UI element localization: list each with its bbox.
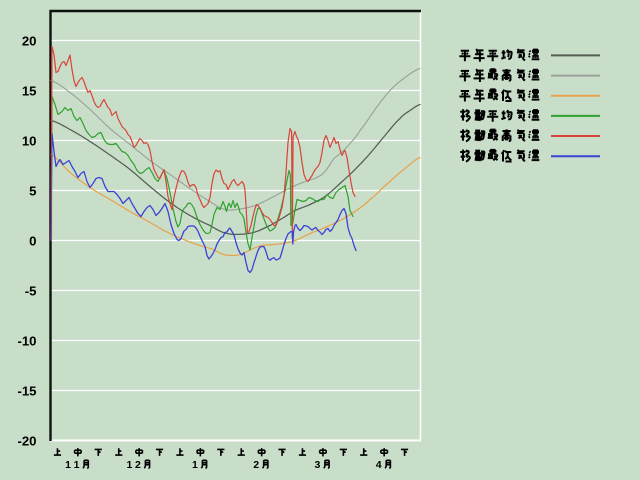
svg-text:15: 15 <box>22 83 37 98</box>
svg-text:1: 1 <box>192 459 198 471</box>
svg-text:1: 1 <box>74 459 80 471</box>
svg-text:-10: -10 <box>17 333 36 348</box>
svg-text:1: 1 <box>126 459 132 471</box>
svg-text:5: 5 <box>29 183 36 198</box>
svg-text:10: 10 <box>22 133 37 148</box>
svg-text:2: 2 <box>253 459 259 471</box>
svg-text:3: 3 <box>314 459 320 471</box>
svg-text:0: 0 <box>29 233 36 248</box>
svg-text:-15: -15 <box>17 383 36 398</box>
svg-text:-5: -5 <box>25 283 37 298</box>
svg-text:2: 2 <box>135 459 141 471</box>
svg-text:1: 1 <box>65 459 71 471</box>
svg-text:20: 20 <box>22 33 37 48</box>
svg-text:-20: -20 <box>17 433 36 448</box>
svg-text:4: 4 <box>376 459 382 471</box>
